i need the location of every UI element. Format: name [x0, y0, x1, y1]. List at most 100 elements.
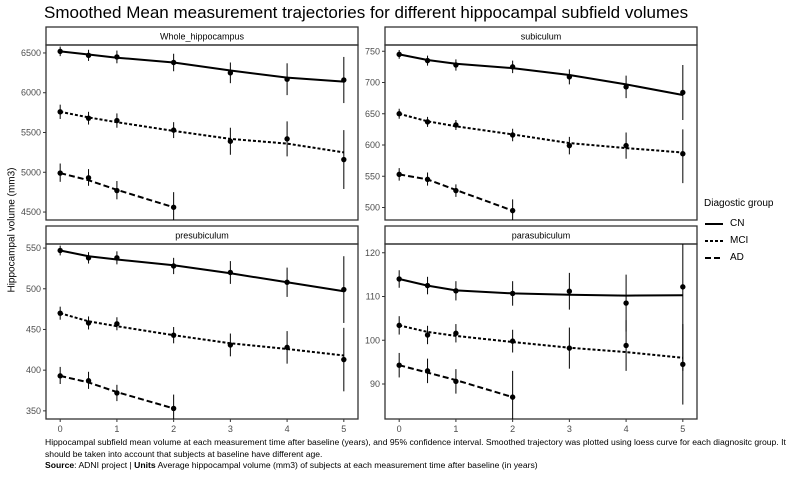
x-tick-label-presubiculum: 4 [285, 424, 290, 434]
trajectory-subiculum-cn [399, 53, 683, 96]
trajectory-whole-hippocampus-mci [60, 110, 344, 154]
y-tick-label-subiculum: 600 [365, 140, 380, 150]
point-subiculum-ad [509, 207, 516, 214]
point-whole-hippocampus-ad [57, 170, 63, 176]
point-presubiculum-mci [341, 356, 347, 363]
caption-units-label: Units [134, 460, 156, 470]
point-whole-hippocampus-cn [284, 76, 290, 82]
y-tick-label-whole-hippocampus: 5500 [21, 128, 41, 138]
y-tick-label-presubiculum: 350 [26, 406, 41, 416]
point-presubiculum-cn [170, 263, 177, 269]
point-parasubiculum-mci [509, 338, 516, 344]
point-parasubiculum-mci [566, 345, 573, 351]
point-presubiculum-cn [57, 247, 63, 254]
trajectory-parasubiculum-cn [398, 278, 683, 297]
point-subiculum-cn [396, 51, 402, 58]
point-presubiculum-ad [170, 405, 177, 412]
point-parasubiculum-cn [680, 284, 686, 290]
x-tick-label-parasubiculum: 1 [453, 424, 458, 434]
point-subiculum-cn [623, 84, 629, 90]
point-parasubiculum-cn [453, 288, 459, 294]
caption: Hippocampal subfield mean volume at each… [45, 437, 790, 472]
point-subiculum-mci [453, 122, 459, 128]
y-tick-label-presubiculum: 400 [26, 365, 41, 375]
y-tick-label-subiculum: 700 [365, 78, 380, 88]
legend-item-mci: MCI [704, 232, 773, 249]
point-whole-hippocampus-cn [114, 54, 120, 60]
point-presubiculum-ad [57, 373, 63, 379]
y-tick-label-subiculum: 550 [365, 171, 380, 181]
trajectory-parasubiculum-ad [398, 364, 513, 399]
point-presubiculum-mci [57, 310, 63, 316]
point-presubiculum-mci [85, 320, 92, 326]
trajectory-subiculum-ad [399, 173, 513, 212]
y-tick-label-whole-hippocampus: 6500 [21, 48, 41, 58]
point-whole-hippocampus-cn [341, 77, 347, 83]
point-parasubiculum-ad [424, 368, 431, 374]
legend-label-cn: CN [730, 218, 745, 229]
caption-text: Hippocampal subfield mean volume at each… [45, 437, 786, 459]
point-presubiculum-cn [227, 269, 234, 276]
point-presubiculum-cn [284, 279, 290, 285]
trajectory-parasubiculum-mci [398, 324, 683, 359]
panel-subiculum [384, 44, 698, 221]
point-whole-hippocampus-mci [284, 136, 290, 142]
point-parasubiculum-ad [453, 378, 459, 385]
caption-source-text: : ADNI project | [74, 460, 135, 470]
point-parasubiculum-mci [623, 342, 629, 349]
panel-whole-hippocampus [45, 44, 359, 221]
point-presubiculum-mci [284, 344, 290, 351]
point-subiculum-ad [453, 187, 459, 194]
point-parasubiculum-cn [623, 300, 629, 306]
point-whole-hippocampus-cn [57, 48, 63, 55]
point-parasubiculum-mci [396, 322, 402, 329]
point-subiculum-mci [424, 119, 431, 125]
point-parasubiculum-cn [424, 282, 431, 289]
point-whole-hippocampus-mci [227, 138, 234, 144]
x-tick-label-parasubiculum: 5 [680, 424, 685, 434]
point-whole-hippocampus-cn [227, 70, 234, 76]
x-tick-label-parasubiculum: 0 [397, 424, 402, 434]
panel-parasubiculum [384, 243, 698, 420]
point-whole-hippocampus-ad [170, 204, 177, 210]
trajectory-whole-hippocampus-ad [59, 172, 174, 209]
point-subiculum-mci [396, 111, 402, 117]
point-subiculum-mci [566, 142, 573, 149]
point-subiculum-cn [509, 64, 516, 70]
point-whole-hippocampus-ad [114, 187, 120, 194]
point-subiculum-cn [453, 62, 459, 68]
x-tick-label-presubiculum: 1 [114, 424, 119, 434]
panel-presubiculum [45, 243, 359, 420]
y-tick-label-subiculum: 750 [365, 46, 380, 56]
point-presubiculum-mci [114, 321, 120, 327]
y-tick-label-presubiculum: 500 [26, 284, 41, 294]
point-presubiculum-ad [85, 378, 92, 384]
point-subiculum-ad [396, 171, 402, 178]
point-parasubiculum-mci [453, 330, 459, 336]
x-tick-label-presubiculum: 5 [341, 424, 346, 434]
y-tick-label-parasubiculum: 100 [365, 335, 380, 345]
point-parasubiculum-ad [509, 394, 516, 400]
point-subiculum-cn [566, 74, 573, 80]
x-tick-label-parasubiculum: 2 [510, 424, 515, 434]
point-subiculum-mci [680, 151, 686, 157]
y-tick-label-parasubiculum: 120 [365, 248, 380, 258]
legend-title: Diagostic group [704, 198, 774, 209]
y-tick-label-subiculum: 500 [365, 203, 380, 213]
strip-label-parasubiculum: parasubiculum [512, 231, 571, 241]
x-tick-label-presubiculum: 3 [228, 424, 233, 434]
point-presubiculum-mci [227, 342, 234, 348]
legend: Diagostic group CN MCI AD [704, 198, 773, 266]
point-subiculum-cn [680, 89, 686, 96]
point-parasubiculum-cn [396, 276, 402, 282]
caption-source-label: Source [45, 460, 75, 470]
point-parasubiculum-cn [509, 290, 516, 297]
point-whole-hippocampus-mci [341, 156, 347, 163]
point-parasubiculum-cn [566, 288, 573, 294]
point-subiculum-cn [424, 57, 431, 64]
strip-label-whole-hippocampus: Whole_hippocampus [160, 32, 245, 42]
legend-item-cn: CN [704, 215, 773, 232]
y-tick-label-presubiculum: 450 [26, 324, 41, 334]
trajectory-presubiculum-ad [59, 374, 174, 410]
strip-label-presubiculum: presubiculum [175, 231, 229, 241]
